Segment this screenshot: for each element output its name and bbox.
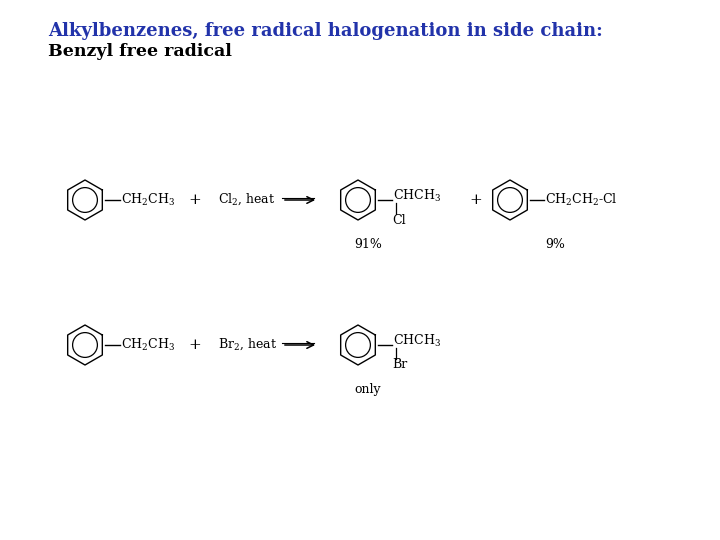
Text: $\mathregular{CHCH_3}$: $\mathregular{CHCH_3}$ [393,188,441,204]
Text: $\mathregular{CHCH_3}$: $\mathregular{CHCH_3}$ [393,333,441,349]
Text: +: + [189,338,202,352]
Text: +: + [469,193,482,207]
Text: Benzyl free radical: Benzyl free radical [48,43,232,60]
Text: $\mathregular{Cl_2}$, heat: $\mathregular{Cl_2}$, heat [218,191,275,207]
Text: $\mathregular{CH_2CH_3}$: $\mathregular{CH_2CH_3}$ [121,337,175,353]
Text: $\mathregular{CH_2CH_2}$-Cl: $\mathregular{CH_2CH_2}$-Cl [545,192,618,208]
Text: only: only [355,383,382,396]
Text: +: + [189,193,202,207]
Text: Alkylbenzenes, free radical halogenation in side chain:: Alkylbenzenes, free radical halogenation… [48,22,603,40]
Text: 9%: 9% [545,239,565,252]
Text: 91%: 91% [354,239,382,252]
Text: $\mathregular{CH_2CH_3}$: $\mathregular{CH_2CH_3}$ [121,192,175,208]
Text: Br: Br [392,359,408,372]
Text: Cl: Cl [392,213,405,226]
Text: $\mathregular{Br_2}$, heat: $\mathregular{Br_2}$, heat [218,336,277,352]
